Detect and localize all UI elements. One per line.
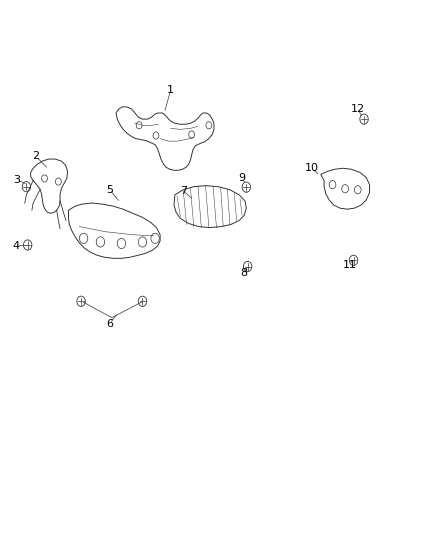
Text: 10: 10 [304,163,318,173]
Text: 1: 1 [167,85,174,95]
Text: 6: 6 [106,319,113,329]
Text: 11: 11 [343,261,357,270]
Text: 8: 8 [240,268,248,278]
Text: 2: 2 [32,151,40,161]
Text: 3: 3 [13,174,20,184]
Text: 7: 7 [180,186,187,196]
Text: 5: 5 [106,185,113,195]
Text: 4: 4 [13,241,20,251]
Text: 12: 12 [351,104,365,114]
Text: 9: 9 [239,173,246,183]
